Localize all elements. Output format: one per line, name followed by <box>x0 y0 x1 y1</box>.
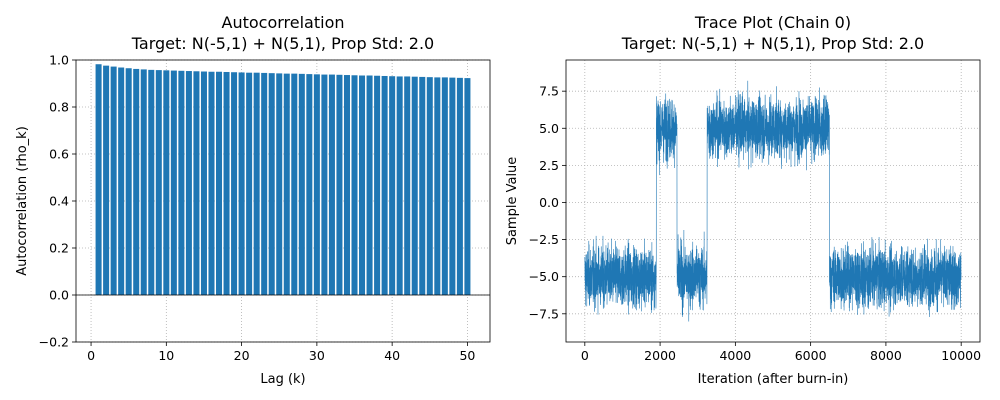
trace-ytick-label: −7.5 <box>529 306 559 321</box>
autocorr-bar <box>359 75 366 295</box>
autocorr-bar <box>178 70 185 295</box>
autocorr-y-ticks: −0.2 0.0 0.2 0.4 0.6 0.8 1.0 <box>39 53 76 350</box>
autocorr-bar <box>291 73 298 295</box>
trace-ytick-label: 7.5 <box>539 84 559 99</box>
autocorr-bar <box>223 71 230 295</box>
autocorr-bar <box>268 73 275 295</box>
autocorr-bar <box>404 76 411 295</box>
autocorr-ytick-label: −0.2 <box>39 335 69 350</box>
autocorr-bar <box>343 75 350 295</box>
trace-xtick-label: 8000 <box>870 348 902 363</box>
autocorr-bar <box>118 67 125 296</box>
autocorr-bar <box>216 71 223 295</box>
autocorr-bar <box>306 74 313 295</box>
autocorr-ytick-label: 0.0 <box>49 288 69 303</box>
autocorr-xtick-label: 10 <box>158 348 174 363</box>
autocorr-bar <box>374 75 381 296</box>
autocorr-bar <box>238 72 245 295</box>
trace-chart: Trace Plot (Chain 0) Target: N(-5,1) + N… <box>505 13 981 387</box>
autocorr-bar <box>231 72 238 295</box>
autocorr-ytick-label: 0.4 <box>49 194 69 209</box>
autocorr-bar <box>419 76 426 295</box>
autocorr-xtick-label: 50 <box>459 348 475 363</box>
autocorr-bar <box>321 74 328 295</box>
autocorr-bar <box>155 70 162 295</box>
trace-line <box>584 80 962 322</box>
trace-xtick-label: 4000 <box>719 348 751 363</box>
autocorr-bar <box>133 68 140 296</box>
trace-ytick-label: 5.0 <box>539 121 559 136</box>
trace-y-ticks: −7.5 −5.0 −2.5 0.0 2.5 5.0 7.5 <box>529 84 566 321</box>
trace-xtick-label: 6000 <box>795 348 827 363</box>
autocorr-bar <box>396 76 403 295</box>
autocorr-bar <box>426 77 433 295</box>
trace-ytick-label: 0.0 <box>539 195 559 210</box>
autocorr-title: Autocorrelation <box>222 13 345 32</box>
autocorr-xlabel: Lag (k) <box>260 372 305 387</box>
autocorr-subtitle: Target: N(-5,1) + N(5,1), Prop Std: 2.0 <box>131 34 434 53</box>
autocorr-xtick-label: 0 <box>87 348 95 363</box>
autocorr-bar <box>163 70 170 295</box>
autocorr-bar <box>328 74 335 295</box>
trace-xtick-label: 10000 <box>941 348 981 363</box>
autocorr-bar <box>336 74 343 296</box>
autocorr-bar <box>441 77 448 295</box>
trace-xtick-label: 0 <box>581 348 589 363</box>
autocorr-bar <box>200 71 207 295</box>
autocorr-bar <box>313 74 320 296</box>
trace-title: Trace Plot (Chain 0) <box>694 13 851 32</box>
autocorr-bar <box>351 75 358 296</box>
autocorr-bar <box>456 77 463 295</box>
autocorr-ytick-label: 0.2 <box>49 241 69 256</box>
autocorr-bar <box>366 75 373 295</box>
autocorr-bars <box>95 64 471 296</box>
autocorr-bar <box>298 73 305 296</box>
autocorr-bar <box>185 71 192 295</box>
trace-subtitle: Target: N(-5,1) + N(5,1), Prop Std: 2.0 <box>621 34 924 53</box>
autocorr-bar <box>449 77 456 295</box>
autocorr-bar <box>389 76 396 295</box>
autocorr-ylabel: Autocorrelation (rho_k) <box>15 126 30 276</box>
autocorr-x-ticks: 0 10 20 30 40 50 <box>87 342 475 363</box>
autocorr-bar <box>434 77 441 295</box>
trace-xlabel: Iteration (after burn-in) <box>698 372 849 387</box>
autocorr-ytick-label: 0.8 <box>49 100 69 115</box>
autocorrelation-chart: Autocorrelation Target: N(-5,1) + N(5,1)… <box>15 13 491 387</box>
autocorr-xtick-label: 30 <box>309 348 325 363</box>
autocorr-bar <box>208 71 215 295</box>
autocorr-bar <box>261 72 268 295</box>
autocorr-bar <box>110 66 117 295</box>
trace-ylabel: Sample Value <box>505 157 520 246</box>
trace-x-ticks: 0 2000 4000 6000 8000 10000 <box>581 342 981 363</box>
autocorr-bar <box>95 64 102 295</box>
autocorr-bar <box>148 69 155 296</box>
autocorr-bar <box>125 68 132 295</box>
autocorr-bar <box>170 70 177 295</box>
autocorr-bar <box>140 69 147 296</box>
autocorr-bar <box>411 76 418 295</box>
autocorr-xtick-label: 40 <box>384 348 400 363</box>
trace-xtick-label: 2000 <box>644 348 676 363</box>
autocorr-bar <box>103 65 110 295</box>
autocorr-bar <box>253 72 260 295</box>
autocorr-bar <box>381 75 388 295</box>
trace-ytick-label: 2.5 <box>539 158 559 173</box>
autocorr-xtick-label: 20 <box>234 348 250 363</box>
autocorr-bar <box>246 72 253 295</box>
autocorr-ytick-label: 0.6 <box>49 147 69 162</box>
autocorr-bar <box>283 73 290 295</box>
trace-ytick-label: −5.0 <box>529 269 559 284</box>
trace-ytick-label: −2.5 <box>529 232 559 247</box>
trace-axes-frame <box>565 59 981 343</box>
autocorr-ytick-label: 1.0 <box>49 53 69 68</box>
autocorr-bar <box>276 73 283 296</box>
autocorr-bar <box>464 78 471 295</box>
autocorr-bar <box>193 71 200 295</box>
